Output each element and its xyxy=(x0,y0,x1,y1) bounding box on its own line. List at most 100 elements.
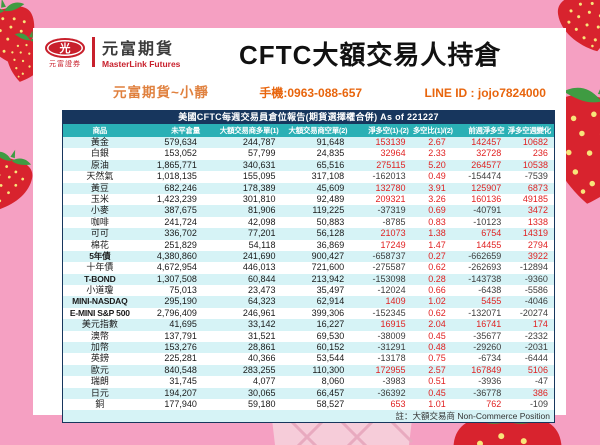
table-row: 原油 1,865,771 340,631 65,516 275115 5.20 264577… xyxy=(63,159,554,172)
value-cell: 241,724 xyxy=(164,216,197,227)
table-footnote: 註：大額交易商 Non-Commerce Position xyxy=(63,410,554,423)
value-cell: 295,190 xyxy=(164,296,197,307)
value-cell: 177,940 xyxy=(164,398,197,409)
value-cell: 137,791 xyxy=(164,330,197,341)
commodity-name: 加幣 xyxy=(90,342,109,353)
value-cell: 900,427 xyxy=(311,250,345,261)
value-cell: 14319 xyxy=(522,228,548,239)
value-cell: 5455 xyxy=(481,296,502,307)
value-cell: -5586 xyxy=(524,285,548,296)
value-cell: 251,829 xyxy=(164,239,197,250)
table-row: 日元 194,207 30,065 66,457 -36392 0.45 -36778 386 xyxy=(63,387,554,399)
value-cell: 386 xyxy=(532,387,548,398)
commodity-name: 可可 xyxy=(90,228,109,239)
value-cell: 32728 xyxy=(476,148,502,159)
commodity-name: 英鎊 xyxy=(90,353,109,364)
value-cell: 194,207 xyxy=(164,387,197,398)
value-cell: -12024 xyxy=(377,285,406,296)
column-header: 多空比(1)/(2) xyxy=(412,126,453,135)
value-cell: 24,835 xyxy=(316,148,345,159)
value-cell: 62,914 xyxy=(316,296,345,307)
value-cell: 1.47 xyxy=(428,239,446,250)
commodity-name: 十年債 xyxy=(86,262,114,273)
value-cell: 36,869 xyxy=(316,239,345,250)
value-cell: -6734 xyxy=(478,353,502,364)
value-cell: 236 xyxy=(532,148,548,159)
table-row: 玉米 1,423,239 301,810 92,489 209321 3.26 160136… xyxy=(63,193,554,206)
value-cell: 119,225 xyxy=(312,205,345,216)
value-cell: -3983 xyxy=(382,376,406,387)
value-cell: 174 xyxy=(532,319,548,330)
value-cell: 110,300 xyxy=(312,364,345,375)
value-cell: 17249 xyxy=(380,239,406,250)
column-header: 大額交易商空單(2) xyxy=(288,126,348,135)
table-row: MINI-NASDAQ 295,190 64,323 62,914 1409 1.02 54… xyxy=(63,296,554,308)
table-row: 加幣 153,276 28,861 60,152 -31291 0.48 -29260 -20… xyxy=(63,342,554,354)
table-row: 英鎊 225,281 40,366 53,544 -13178 0.75 -6734 -644… xyxy=(63,353,554,365)
value-cell: 153139 xyxy=(375,137,406,147)
commodity-name: 玉米 xyxy=(90,193,109,204)
value-cell: 69,530 xyxy=(316,330,345,341)
table-row: 5年債 4,380,860 241,690 900,427 -658737 0.27 -66… xyxy=(63,250,554,263)
value-cell: 0.51 xyxy=(428,376,446,387)
table-row: 小道瓊 75,013 23,473 35,497 -12024 0.66 -6438 -558… xyxy=(63,285,554,297)
table-row: 美元指數 41,695 33,142 16,227 16915 2.04 16741 174 xyxy=(63,319,554,331)
value-cell: 2.67 xyxy=(428,137,446,147)
value-cell: 125907 xyxy=(471,182,502,193)
report-card: 光 元富證券 元富期貨 MasterLink Futures CFTC大額交易人… xyxy=(33,28,566,424)
table-row: 咖啡 241,724 42,098 50,883 -8785 0.83 -10123 1338 xyxy=(63,216,554,229)
column-header: 前週淨多空 xyxy=(468,126,505,135)
value-cell: 8,060 xyxy=(321,376,345,387)
column-header: 淨多空(1)-(2) xyxy=(368,126,409,135)
value-cell: 132780 xyxy=(375,182,406,193)
value-cell: -7539 xyxy=(524,171,548,182)
table-row: 可可 336,702 77,201 56,128 21073 1.38 6754 14319 xyxy=(63,228,554,240)
value-cell: 0.75 xyxy=(428,353,446,364)
value-cell: 3.91 xyxy=(428,182,446,193)
value-cell: -2332 xyxy=(524,330,548,341)
value-cell: 2.33 xyxy=(428,148,446,159)
value-cell: 21073 xyxy=(380,228,406,239)
value-cell: -13178 xyxy=(377,353,406,364)
table-row: 歐元 840,548 283,255 110,300 172955 2.57 167849 5… xyxy=(63,364,554,377)
value-cell: 155,095 xyxy=(242,171,276,182)
value-cell: 91,648 xyxy=(316,137,345,147)
value-cell: 6873 xyxy=(527,182,548,193)
column-header: 商品 xyxy=(92,126,108,135)
value-cell: 10682 xyxy=(522,137,548,147)
value-cell: -38009 xyxy=(377,330,406,341)
value-cell: 721,600 xyxy=(311,262,345,273)
value-cell: 653 xyxy=(390,398,406,409)
value-cell: 31,745 xyxy=(169,376,197,387)
value-cell: -109 xyxy=(529,398,548,409)
value-cell: 2.57 xyxy=(428,364,446,375)
table-row: 十年債 4,672,954 446,013 721,600 -275587 0.62 -26… xyxy=(63,262,554,274)
value-cell: 33,142 xyxy=(247,319,276,330)
commodity-name: 黃金 xyxy=(90,137,109,147)
value-cell: 225,281 xyxy=(164,353,197,364)
value-cell: 2,796,409 xyxy=(156,307,197,318)
value-cell: 178,389 xyxy=(242,182,276,193)
column-header: 大額交易商多單(1) xyxy=(219,126,279,135)
commodity-name: 瑞朗 xyxy=(90,376,109,387)
value-cell: 244,787 xyxy=(242,137,276,147)
value-cell: 40,366 xyxy=(247,353,276,364)
masterlink-logo: 光 元富證券 元富期貨 MasterLink Futures xyxy=(45,35,180,72)
value-cell: 142457 xyxy=(471,137,502,147)
value-cell: 301,810 xyxy=(242,193,276,204)
value-cell: -275587 xyxy=(372,262,406,273)
value-cell: 77,201 xyxy=(247,228,276,239)
value-cell: 60,844 xyxy=(247,273,276,284)
logo-securities-label: 元富證券 xyxy=(49,61,81,68)
table-row: 黃金 579,634 244,787 91,648 153139 2.67 142457 10… xyxy=(63,137,554,149)
value-cell: -47 xyxy=(534,376,548,387)
value-cell: 16741 xyxy=(476,319,502,330)
value-cell: 283,255 xyxy=(242,364,276,375)
value-cell: 275115 xyxy=(376,159,406,170)
commodity-name: 天然氣 xyxy=(86,171,114,182)
value-cell: -162013 xyxy=(372,171,406,182)
value-cell: 53,544 xyxy=(316,353,345,364)
value-cell: -143738 xyxy=(468,273,502,284)
value-cell: 14455 xyxy=(476,239,502,250)
value-cell: -6438 xyxy=(478,285,502,296)
